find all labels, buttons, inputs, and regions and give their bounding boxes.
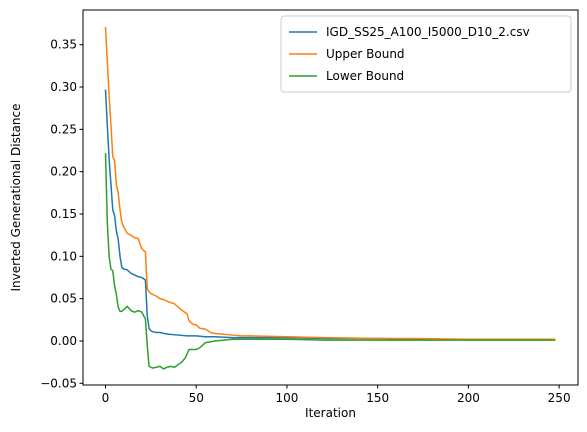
x-axis-ticks: 0 50 100 150 200 250 <box>102 385 571 405</box>
x-tick-label: 150 <box>366 391 389 405</box>
y-tick-label: 0.35 <box>50 38 77 52</box>
x-tick-label: 200 <box>457 391 480 405</box>
y-axis-label: Inverted Generational Distance <box>9 104 23 292</box>
y-tick-label: −0.05 <box>40 376 77 390</box>
y-tick-label: 0.15 <box>50 207 77 221</box>
legend-label-1: Upper Bound <box>326 47 405 61</box>
y-tick-label: 0.10 <box>50 249 77 263</box>
y-tick-label: 0.30 <box>50 80 77 94</box>
x-tick-label: 0 <box>102 391 110 405</box>
x-tick-label: 100 <box>275 391 298 405</box>
x-tick-label: 50 <box>189 391 204 405</box>
y-tick-label: 0.25 <box>50 122 77 136</box>
legend-label-2: Lower Bound <box>326 69 404 83</box>
x-tick-label: 250 <box>548 391 571 405</box>
y-axis-ticks: −0.05 0.00 0.05 0.10 0.15 0.20 0.25 0.30 0.35 <box>40 38 83 391</box>
y-tick-label: 0.05 <box>50 292 77 306</box>
legend-label-0: IGD_SS25_A100_I5000_D10_2.csv <box>326 25 530 39</box>
legend: IGD_SS25_A100_I5000_D10_2.csv Upper Bound… <box>281 16 571 92</box>
x-axis-label: Iteration <box>305 406 356 420</box>
y-tick-label: 0.00 <box>50 334 77 348</box>
y-tick-label: 0.20 <box>50 165 77 179</box>
series-line-0 <box>106 90 556 340</box>
series-line-2 <box>106 153 556 369</box>
